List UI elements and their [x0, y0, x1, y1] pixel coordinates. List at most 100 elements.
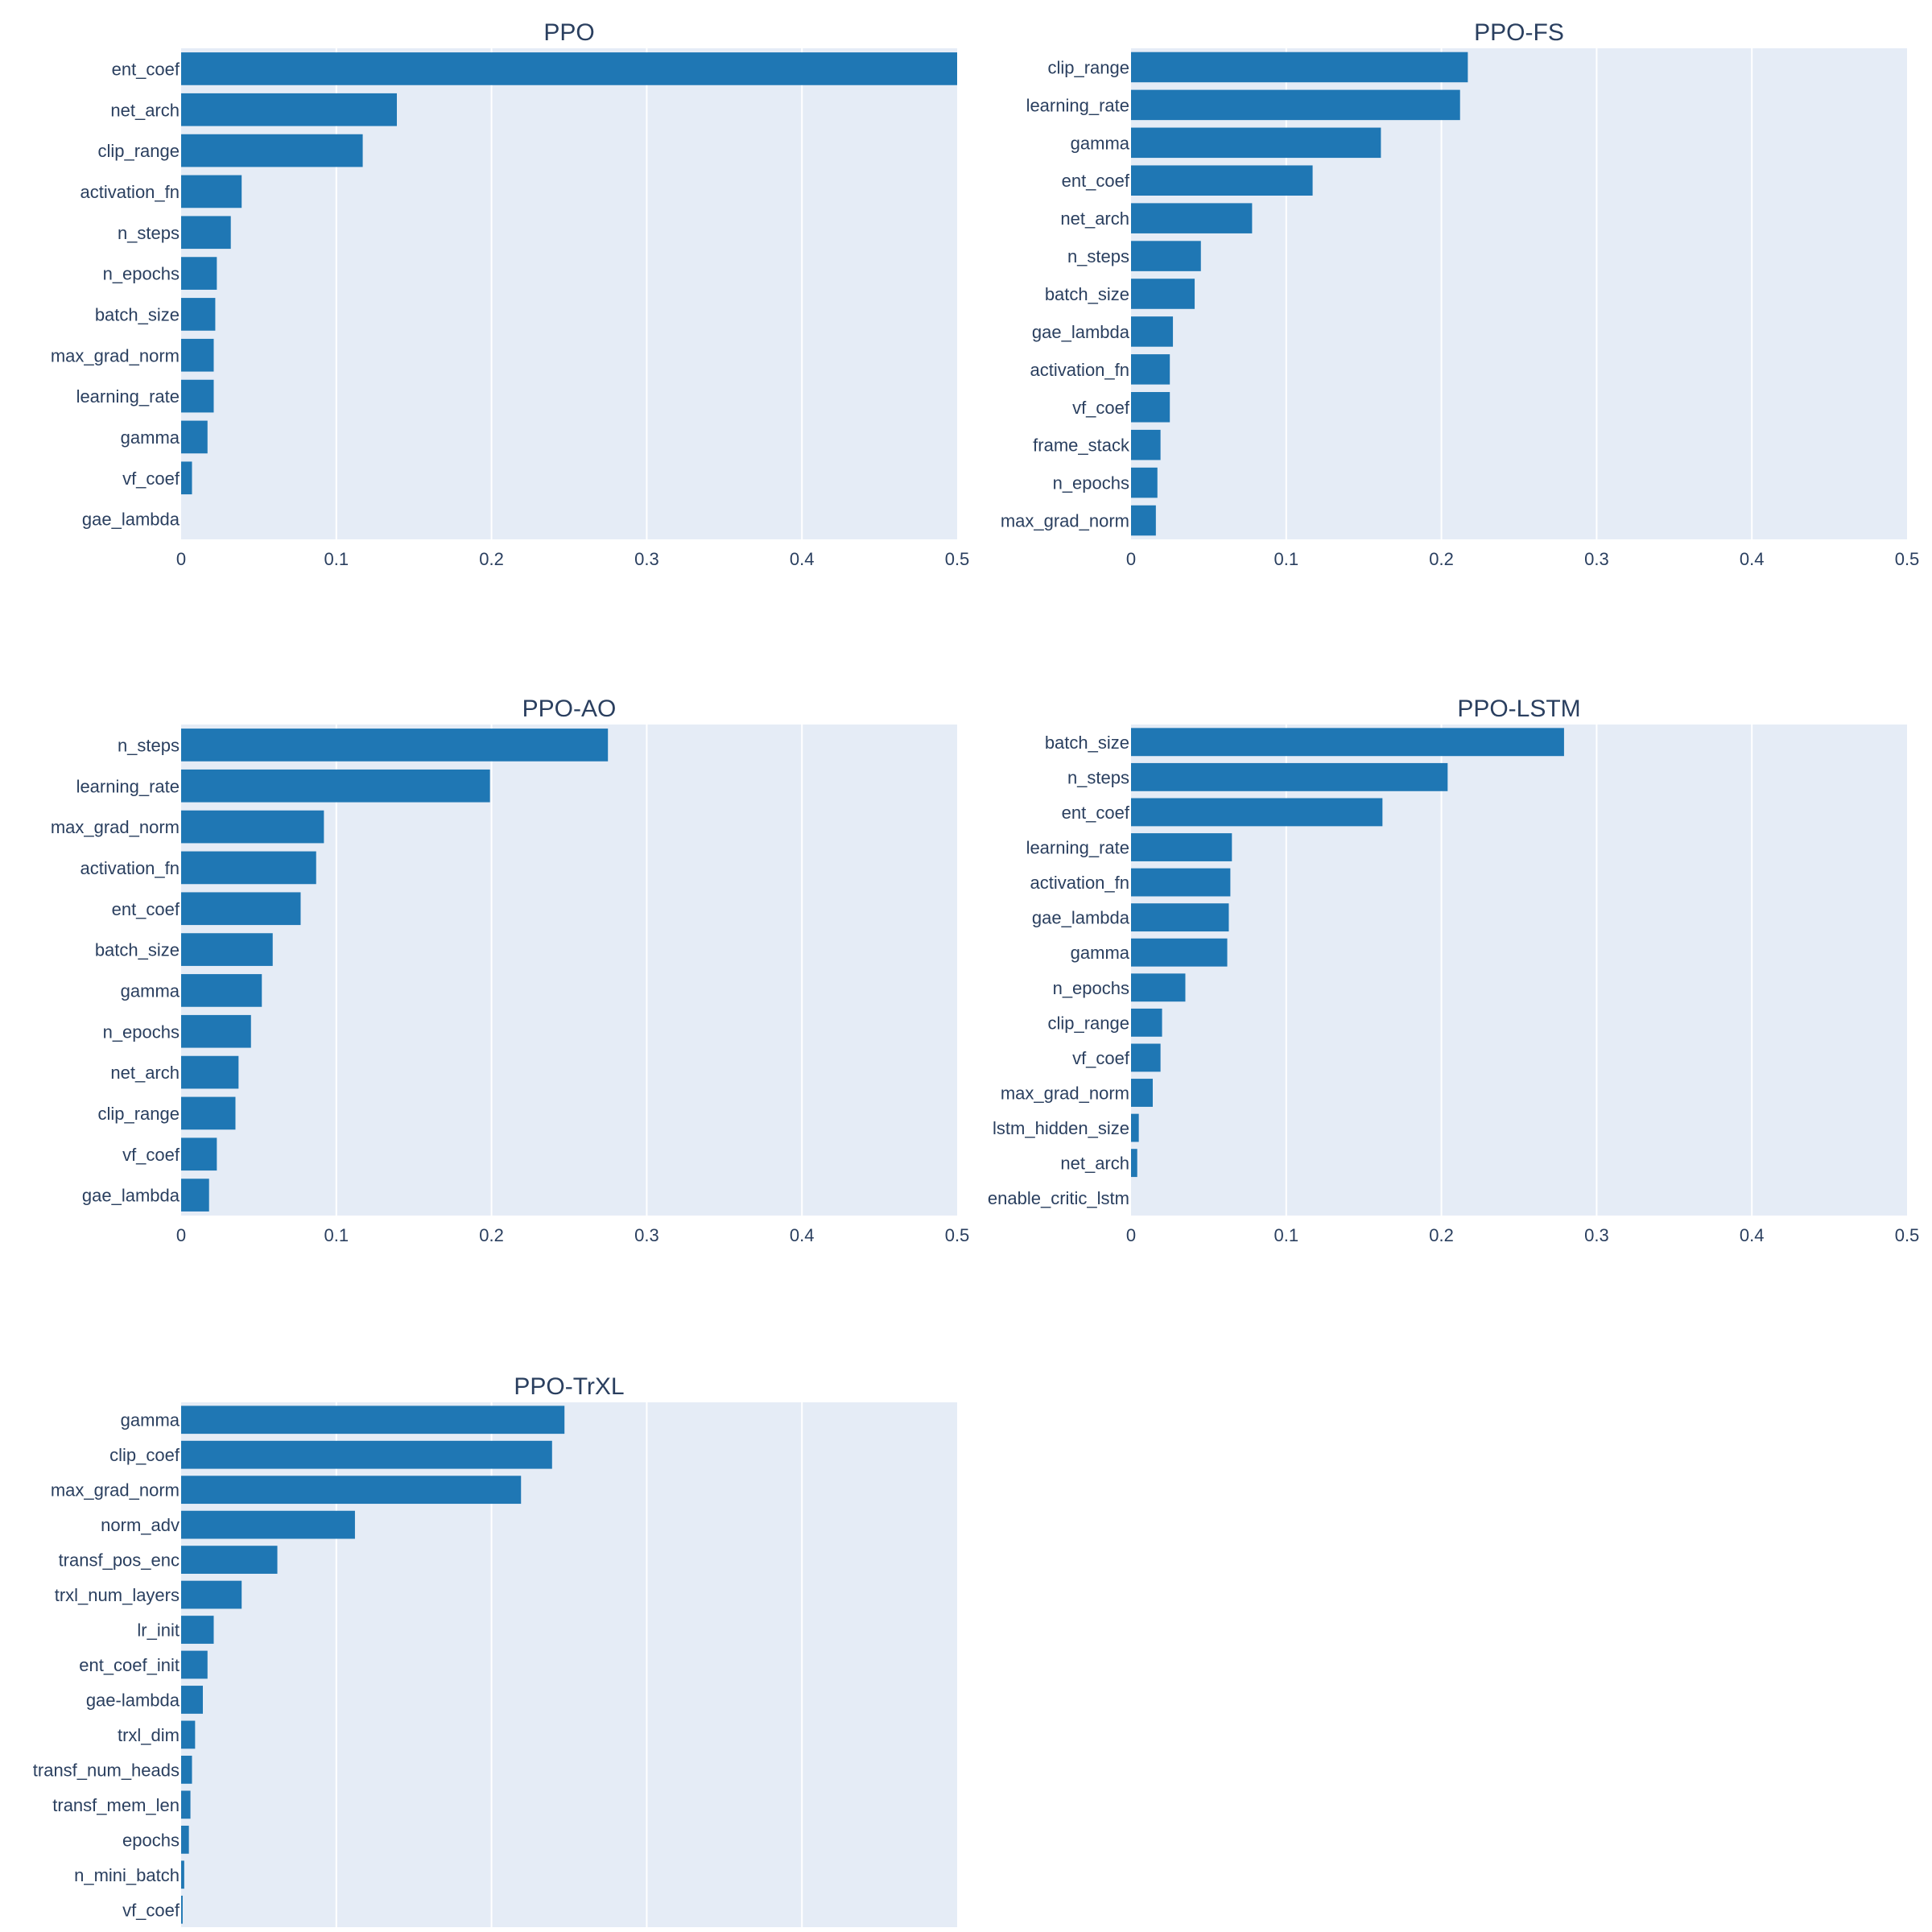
plot-area: [181, 48, 957, 539]
x-tick-label: 0.2: [1429, 1225, 1454, 1245]
category-label: n_epochs: [103, 1022, 180, 1042]
bar: [1131, 1043, 1161, 1072]
category-label: transf_mem_len: [52, 1795, 180, 1815]
category-label: trxl_dim: [118, 1725, 180, 1745]
category-label: net_arch: [1060, 208, 1129, 229]
bar: [1131, 354, 1170, 385]
x-tick-label: 0: [176, 549, 186, 569]
bar: [1131, 467, 1158, 498]
category-label: n_epochs: [103, 264, 180, 284]
bar: [181, 933, 273, 966]
bar: [1131, 316, 1174, 347]
category-label: learning_rate: [76, 776, 180, 796]
category-label: net_arch: [110, 100, 180, 120]
category-label: ent_coef: [1062, 171, 1130, 191]
subplot-title: PPO: [543, 19, 594, 46]
category-label: frame_stack: [1033, 436, 1130, 456]
bar: [181, 298, 216, 331]
category-label: ent_coef: [1062, 803, 1130, 823]
category-label: gae-lambda: [86, 1690, 180, 1710]
subplot-3: 0 0.1 0.2 0.3 0.4 0.5 PPO-LSTM batch_size n_step…: [988, 696, 1919, 1245]
category-label: gamma: [121, 1410, 180, 1430]
category-label: gae_lambda: [1032, 322, 1130, 342]
bar: [181, 892, 301, 926]
category-label: vf_coef: [122, 469, 180, 489]
subplot-2: 0 0.1 0.2 0.3 0.4 0.5 PPO-AO n_steps learning_ra…: [51, 696, 969, 1245]
category-label: norm_adv: [101, 1515, 180, 1535]
x-tick-label: 0.5: [945, 549, 970, 569]
category-label: activation_fn: [1030, 873, 1129, 893]
category-label: learning_rate: [76, 386, 180, 407]
x-tick-label: 0: [1126, 1225, 1136, 1245]
bar: [181, 461, 192, 495]
x-tick-label: 0.5: [1895, 549, 1920, 569]
bar: [181, 810, 324, 844]
category-label: gamma: [121, 980, 180, 1001]
bar: [181, 1686, 203, 1714]
category-label: lr_init: [137, 1620, 180, 1641]
x-tick-label: 0.1: [324, 1225, 349, 1245]
category-label: clip_range: [1047, 1013, 1129, 1033]
x-tick-label: 0.5: [945, 1225, 970, 1245]
x-tick-label: 0: [176, 1225, 186, 1245]
bar: [181, 851, 316, 885]
bar: [1131, 89, 1460, 121]
category-label: gamma: [1071, 133, 1130, 153]
category-label: activation_fn: [80, 858, 180, 878]
bar: [1131, 868, 1231, 897]
x-tick-label: 0.4: [790, 549, 815, 569]
bar: [1131, 505, 1156, 536]
category-label: gae_lambda: [1032, 908, 1130, 928]
subplot-0: 0 0.1 0.2 0.3 0.4 0.5 PPO ent_coef net_arch clip_…: [51, 19, 969, 569]
category-label: n_steps: [1067, 767, 1129, 787]
category-label: max_grad_norm: [51, 1480, 180, 1501]
bar: [181, 420, 208, 454]
x-tick-label: 0.1: [324, 549, 349, 569]
bar: [181, 257, 217, 290]
category-label: n_epochs: [1053, 978, 1129, 998]
category-label: activation_fn: [1030, 360, 1129, 380]
x-tick-label: 0.1: [1274, 1225, 1299, 1245]
bar: [1131, 127, 1381, 159]
category-label: max_grad_norm: [1001, 1084, 1129, 1104]
bar: [181, 1790, 191, 1819]
category-label: n_epochs: [1053, 473, 1129, 493]
bar: [1131, 1008, 1162, 1037]
x-tick-label: 0: [1126, 549, 1136, 569]
category-label: trxl_num_layers: [55, 1585, 180, 1605]
bar: [181, 1895, 183, 1924]
bar: [181, 379, 214, 413]
bar: [1131, 241, 1201, 271]
bar: [181, 1440, 552, 1469]
bar: [181, 1096, 236, 1130]
bar: [1131, 165, 1313, 196]
bar: [181, 175, 242, 208]
bar: [181, 1650, 208, 1679]
category-label: transf_pos_enc: [59, 1550, 180, 1571]
category-label: transf_num_heads: [33, 1760, 180, 1780]
category-label: lstm_hidden_size: [993, 1118, 1129, 1138]
x-tick-label: 0.2: [479, 1225, 504, 1245]
bar: [1131, 833, 1232, 861]
bar: [181, 338, 214, 372]
bar: [181, 1137, 217, 1171]
bar: [1131, 1079, 1153, 1107]
category-label: gamma: [1071, 943, 1130, 963]
bar: [181, 1720, 196, 1749]
bar: [1131, 938, 1228, 967]
x-tick-label: 0.3: [634, 1225, 659, 1245]
category-label: ent_coef: [112, 899, 180, 919]
category-label: clip_range: [97, 1104, 180, 1124]
category-label: ent_coef_init: [79, 1655, 180, 1675]
bar: [181, 1179, 209, 1212]
x-tick-label: 0.2: [479, 549, 504, 569]
bar: [1131, 1149, 1137, 1178]
x-tick-label: 0.2: [1429, 549, 1454, 569]
category-label: learning_rate: [1026, 838, 1129, 858]
plot-area: [1131, 48, 1907, 539]
category-label: batch_size: [1045, 733, 1129, 753]
category-label: net_arch: [110, 1063, 180, 1083]
category-label: enable_critic_lstm: [988, 1188, 1129, 1208]
bar: [181, 93, 397, 126]
